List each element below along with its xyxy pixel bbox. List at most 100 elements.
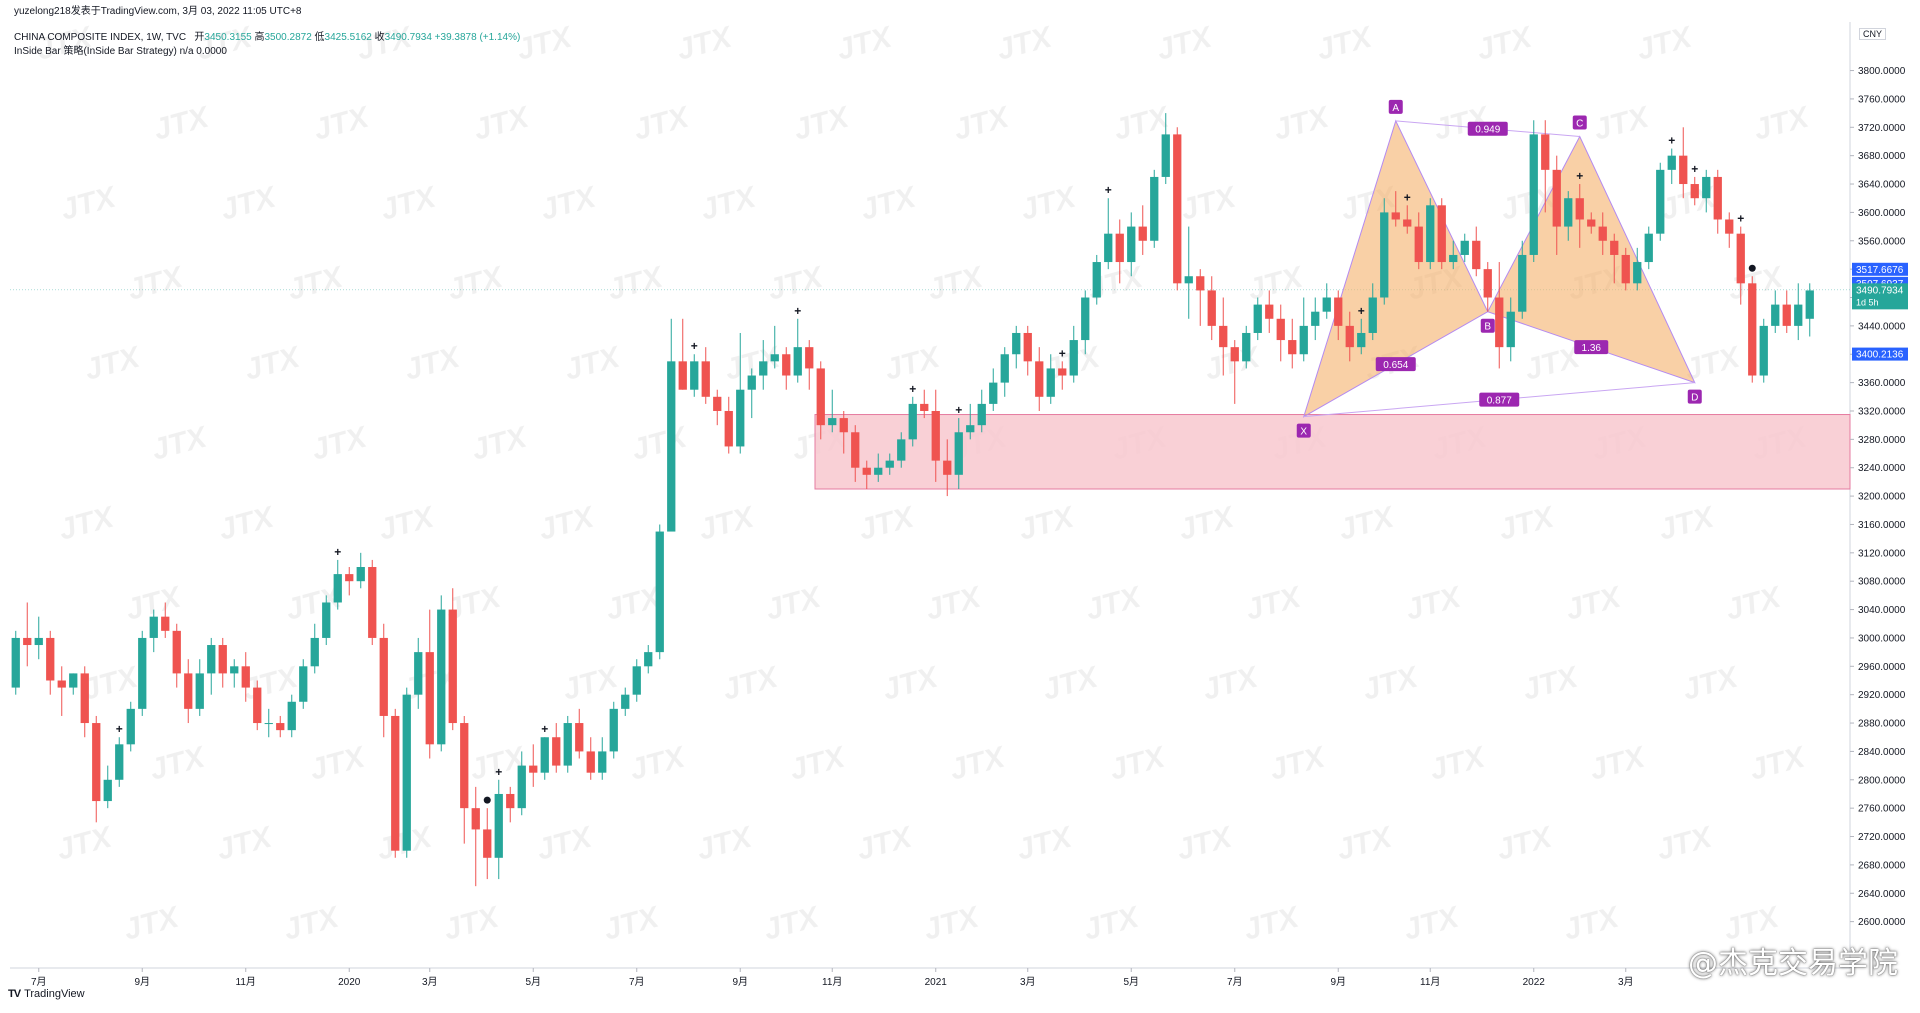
time-tick-label: 9月 — [134, 976, 150, 988]
watermark-text: JTX — [280, 900, 344, 947]
watermark-text: JTX — [1153, 20, 1217, 67]
candle — [264, 708, 273, 738]
candle-body — [1552, 169, 1561, 227]
watermark-text: JTX — [1519, 660, 1583, 707]
watermark-text: JTX — [853, 820, 917, 867]
watermark-text: JTX — [1655, 500, 1719, 547]
candle — [1311, 297, 1320, 341]
time-tick-label: 9月 — [732, 976, 748, 988]
candle-body — [368, 567, 377, 638]
watermark-text: JTX — [1242, 580, 1306, 627]
price-tick-label: 2960.0000 — [1858, 662, 1906, 673]
price-tick-label: 3240.0000 — [1858, 463, 1906, 474]
time-tick-label: 7月 — [31, 976, 47, 988]
candle — [632, 659, 641, 702]
watermark-text: JTX — [1333, 820, 1397, 867]
watermark-text: JTX — [375, 500, 439, 547]
signal-plus-marker: + — [116, 722, 123, 736]
watermark-text: JTX — [148, 420, 212, 467]
signal-plus-marker: + — [909, 382, 916, 396]
tradingview-brand[interactable]: TV TradingView — [8, 988, 85, 1000]
candle — [1380, 198, 1389, 305]
strategy-legend[interactable]: InSide Bar 策略(InSide Bar Strategy) n/a 0… — [14, 46, 227, 57]
signal-dot-marker — [483, 796, 491, 804]
symbol-legend: CHINA COMPOSITE INDEX, 1W, TVC 开3450.315… — [14, 28, 520, 43]
watermark-text: JTX — [600, 900, 664, 947]
candle-body — [552, 737, 561, 766]
watermark-text: JTX — [561, 340, 625, 387]
candle-body — [103, 779, 112, 802]
watermark-text: JTX — [1266, 740, 1330, 787]
candle — [184, 659, 193, 724]
candle — [356, 552, 365, 589]
candle — [1426, 198, 1435, 270]
time-tick-label: 2022 — [1523, 977, 1546, 988]
candle — [1391, 191, 1400, 227]
candle — [598, 737, 607, 780]
watermark-text: JTX — [993, 20, 1057, 67]
candle — [540, 737, 549, 780]
candle-body — [782, 354, 791, 376]
watermark-text: JTX — [857, 180, 921, 227]
candle-body — [517, 765, 526, 809]
svg-text:0.949: 0.949 — [1475, 125, 1500, 136]
watermark-text: JTX — [922, 580, 986, 627]
candle — [1046, 354, 1055, 404]
watermark-text: JTX — [1201, 340, 1265, 387]
candle — [138, 630, 147, 716]
pattern-point-b: B — [1480, 318, 1495, 333]
watermark-text: JTX — [1750, 100, 1814, 147]
candle-body — [1679, 155, 1688, 185]
watermark-text: JTX — [1015, 500, 1079, 547]
watermark-text: JTX — [790, 100, 854, 147]
candle — [966, 403, 975, 440]
watermark-text: JTX — [1586, 740, 1650, 787]
candle — [299, 659, 308, 709]
candle — [747, 368, 756, 419]
candle-body — [460, 723, 469, 809]
currency-badge[interactable]: CNY — [1858, 28, 1886, 40]
candle — [1725, 212, 1734, 248]
watermark-text: JTX — [855, 500, 919, 547]
candle — [1023, 325, 1032, 376]
candle-body — [529, 765, 538, 773]
candle — [1115, 219, 1124, 284]
candle-body — [80, 673, 89, 724]
price-tick-label: 3040.0000 — [1858, 605, 1906, 616]
candle-body — [195, 673, 204, 709]
watermark-text: JTX — [1746, 740, 1810, 787]
candle — [103, 765, 112, 809]
candle-body — [1598, 226, 1607, 241]
candle-body — [207, 645, 216, 674]
badge-value: 3517.6676 — [1856, 265, 1904, 276]
candle-body — [575, 723, 584, 752]
price-tick-label: 2880.0000 — [1858, 719, 1906, 730]
candle — [897, 432, 906, 468]
candle-body — [69, 673, 78, 688]
watermark-text: JTX — [308, 420, 372, 467]
watermark-text: JTX — [879, 660, 943, 707]
candle — [1794, 283, 1803, 341]
candle — [1322, 283, 1331, 319]
badge-value: 3490.7934 — [1856, 285, 1904, 296]
candle-body — [356, 567, 365, 582]
candle-body — [471, 808, 480, 830]
candle — [989, 368, 998, 411]
high-label: 高 — [254, 32, 265, 43]
candle-body — [1242, 332, 1251, 362]
price-tick-label: 3800.0000 — [1858, 66, 1906, 77]
watermark-text: JTX — [217, 180, 281, 227]
watermark-text: JTX — [1313, 20, 1377, 67]
time-tick-label: 3月 — [1618, 976, 1634, 988]
candle — [448, 588, 457, 731]
candle — [1782, 290, 1791, 333]
price-tick-label: 3120.0000 — [1858, 548, 1906, 559]
candle-body — [345, 574, 354, 582]
candle — [1219, 297, 1228, 376]
candle — [161, 602, 170, 638]
price-tick-label: 3200.0000 — [1858, 492, 1906, 503]
candle-body — [632, 666, 641, 695]
candle-body — [448, 609, 457, 724]
